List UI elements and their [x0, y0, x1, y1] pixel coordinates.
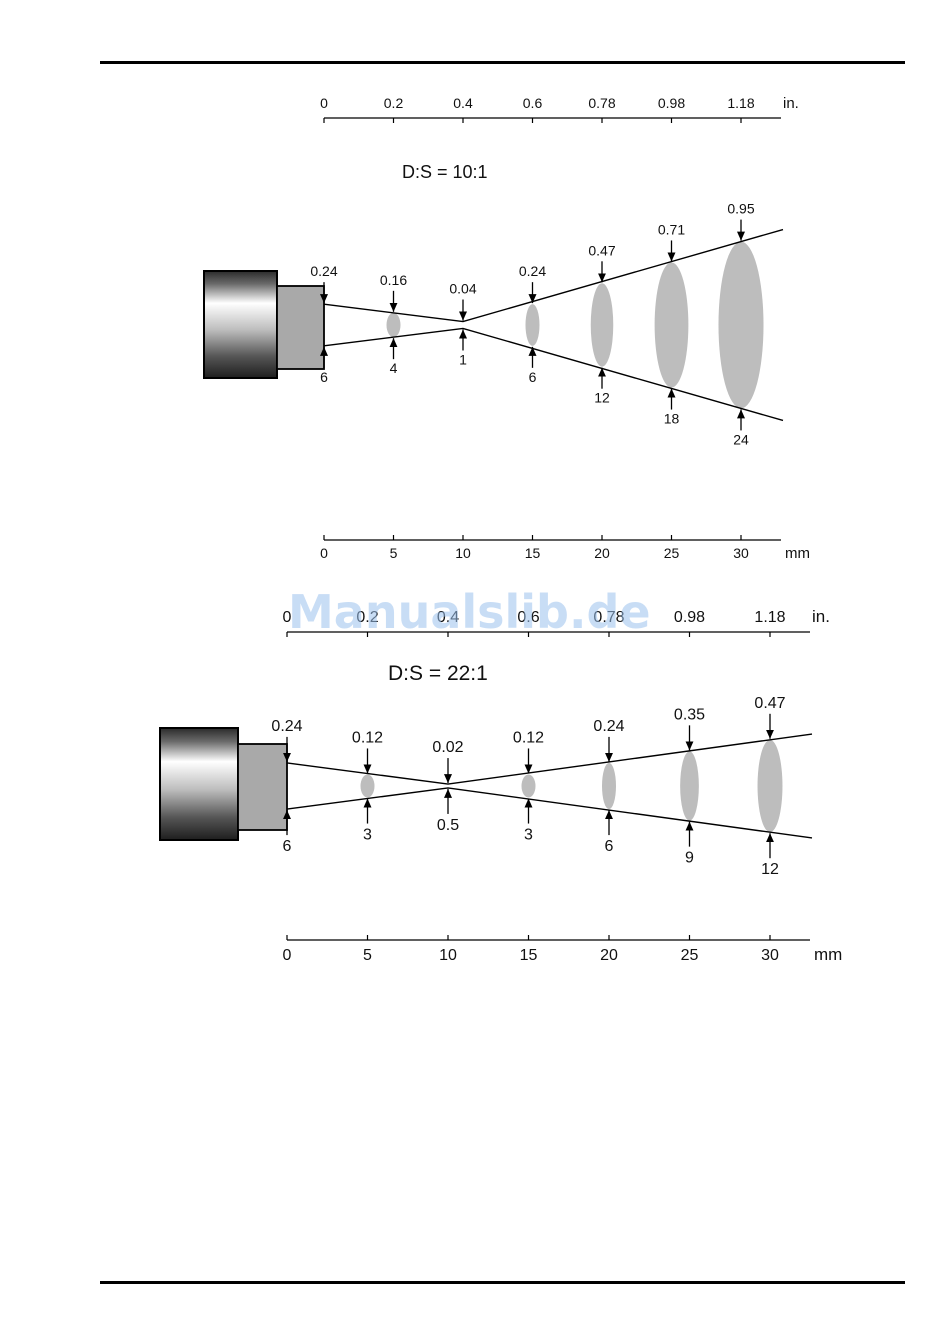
- inch-scale: 0 0.2 0.4 0.6 0.78 0.98 1.18 in.: [320, 95, 799, 123]
- spot-size-inch-label: 0.02: [432, 739, 463, 756]
- mm-scale: 0 5 10 15 20 25 30 mm: [283, 935, 842, 964]
- inch-tick-label: 0.2: [384, 95, 404, 111]
- spot-size-inch-label: 0.24: [310, 263, 337, 279]
- ratio-title: D:S = 22:1: [388, 662, 488, 685]
- spot-ellipse: [360, 774, 375, 798]
- mm-tick-label: 5: [363, 947, 372, 964]
- spot-size-inch-label: 0.24: [519, 263, 546, 279]
- inch-tick-label: 0.4: [437, 609, 459, 626]
- inch-tick-label: 0.98: [658, 95, 685, 111]
- spot-size-mm-label: 12: [594, 390, 610, 406]
- mm-tick-label: 5: [390, 545, 398, 561]
- lens-tube: [276, 285, 325, 370]
- inch-tick-label: 0.78: [588, 95, 615, 111]
- beam-cone: [286, 733, 813, 839]
- diagram-22-to-1: 0 0.2 0.4 0.6 0.78 0.98 1.18 in. 0 5 10 15 20 25 30 mm D…: [159, 607, 842, 964]
- inch-tick-label: 0: [283, 609, 292, 626]
- sensor-body: [203, 270, 278, 379]
- spot-size-labels: 0.24 6 0.12 3 0.02 0.5 0.12 3 0.24 6 0.35 9 0.47 12: [271, 695, 785, 878]
- measurement-spots: [386, 241, 764, 409]
- spot-ellipse: [521, 774, 536, 798]
- spot-size-mm-label: 6: [605, 838, 614, 855]
- beam-lower-edge: [323, 327, 784, 422]
- mm-tick-label: 10: [455, 545, 471, 561]
- beam-cone: [323, 228, 784, 422]
- mm-scale: 0 5 10 15 20 25 30 mm: [320, 535, 810, 562]
- spot-size-mm-label: 12: [761, 861, 779, 878]
- sensor-body: [159, 727, 239, 841]
- spot-size-inch-label: 0.12: [513, 729, 544, 746]
- spot-size-labels: 0.24 6 0.16 4 0.04 1 0.24 6 0.47 12 0.71 18 0.95 24: [310, 201, 754, 448]
- spot-size-inch-label: 0.24: [271, 718, 302, 735]
- spot-size-inch-label: 0.12: [352, 729, 383, 746]
- spot-size-mm-label: 6: [320, 369, 328, 385]
- inch-tick-label: 0.2: [356, 609, 378, 626]
- mm-tick-label: 15: [525, 545, 541, 561]
- mm-tick-label: 0: [320, 545, 328, 561]
- spot-size-mm-label: 9: [685, 850, 694, 867]
- inch-tick-label: 0.6: [523, 95, 543, 111]
- beam-upper-edge: [323, 228, 784, 323]
- mm-tick-label: 0: [283, 947, 292, 964]
- mm-tick-label: 20: [600, 947, 618, 964]
- spot-ellipse: [590, 283, 614, 367]
- spot-ellipse: [654, 262, 689, 388]
- inch-tick-label: 1.18: [727, 95, 754, 111]
- inch-scale: 0 0.2 0.4 0.6 0.78 0.98 1.18 in.: [283, 607, 830, 637]
- footer-rule: [100, 1281, 905, 1284]
- spot-size-inch-label: 0.16: [380, 272, 407, 288]
- thermometer-optics: [159, 727, 288, 841]
- spot-size-mm-label: 24: [733, 431, 749, 447]
- beam-lower-edge: [286, 787, 813, 839]
- spot-size-mm-label: 3: [524, 827, 533, 844]
- header-rule: [100, 61, 905, 64]
- mm-unit-label: mm: [785, 545, 810, 562]
- beam-upper-edge: [286, 733, 813, 785]
- ratio-title: D:S = 10:1: [402, 162, 488, 182]
- spot-size-mm-label: 1: [459, 351, 467, 367]
- spot-size-inch-label: 0.24: [593, 718, 624, 735]
- mm-tick-label: 25: [681, 947, 699, 964]
- measurement-spots: [360, 739, 783, 833]
- mm-tick-label: 25: [664, 545, 680, 561]
- spot-size-inch-label: 0.04: [449, 281, 476, 297]
- spot-size-inch-label: 0.47: [754, 695, 785, 712]
- inch-tick-label: 0.78: [593, 609, 624, 626]
- spot-size-inch-label: 0.47: [588, 242, 615, 258]
- spot-size-mm-label: 6: [529, 369, 537, 385]
- spot-size-inch-label: 0.71: [658, 221, 685, 237]
- spot-size-inch-label: 0.95: [727, 201, 754, 217]
- inch-tick-label: 0.4: [453, 95, 473, 111]
- inch-tick-label: 1.18: [754, 609, 785, 626]
- inch-unit-label: in.: [812, 607, 830, 626]
- spot-ellipse: [680, 751, 699, 821]
- spot-size-mm-label: 0.5: [437, 817, 459, 834]
- thermometer-optics: [203, 270, 325, 379]
- spot-ellipse: [718, 241, 764, 409]
- mm-tick-label: 30: [761, 947, 779, 964]
- watermark-text: Manualslib.de: [288, 585, 651, 639]
- mm-tick-label: 20: [594, 545, 610, 561]
- mm-unit-label: mm: [814, 945, 842, 964]
- inch-tick-label: 0.98: [674, 609, 705, 626]
- spot-size-mm-label: 18: [664, 411, 680, 427]
- spot-ellipse: [757, 739, 783, 833]
- inch-tick-label: 0: [320, 95, 328, 111]
- spot-ellipse: [602, 762, 616, 810]
- mm-tick-label: 10: [439, 947, 457, 964]
- spot-size-mm-label: 4: [390, 360, 398, 376]
- spot-ellipse: [525, 304, 540, 346]
- spot-ellipse: [386, 312, 401, 338]
- spot-size-inch-label: 0.35: [674, 706, 705, 723]
- mm-tick-label: 30: [733, 545, 749, 561]
- spot-size-mm-label: 6: [283, 838, 292, 855]
- inch-tick-label: 0.6: [517, 609, 539, 626]
- diagram-10-to-1: 0 0.2 0.4 0.6 0.78 0.98 1.18 in. 0 5 10 15 20 25 30 mm D…: [203, 95, 810, 562]
- mm-tick-label: 15: [520, 947, 538, 964]
- spot-size-mm-label: 3: [363, 827, 372, 844]
- lens-tube: [237, 743, 288, 831]
- inch-unit-label: in.: [783, 95, 799, 112]
